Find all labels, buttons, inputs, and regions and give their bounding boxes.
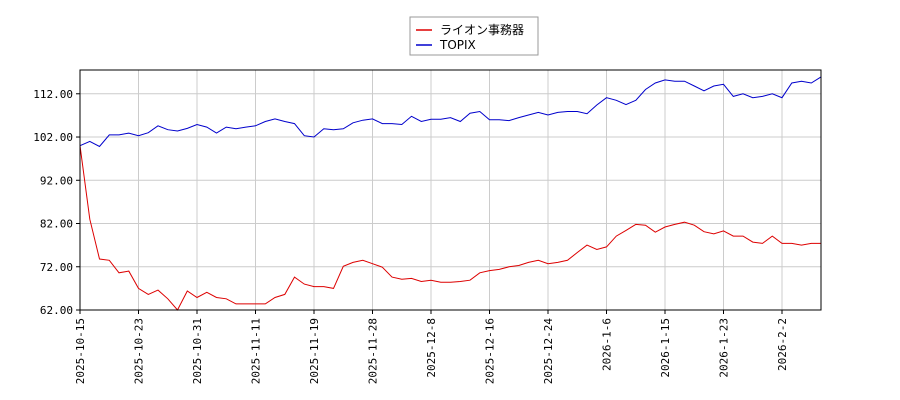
y-tick-label: 62.00 (40, 304, 73, 317)
x-tick-label: 2025-11-28 (367, 318, 380, 384)
x-tick-label: 2026-2-2 (776, 318, 789, 371)
series-line-2 (79, 76, 822, 148)
x-tick-label: 2025-10-31 (191, 318, 204, 384)
y-tick-label: 72.00 (40, 261, 73, 274)
x-tick-label: 2025-10-15 (74, 318, 87, 384)
y-tick-label: 92.00 (40, 174, 73, 187)
y-tick-label: 82.00 (40, 218, 73, 231)
x-tick-label: 2025-11-11 (250, 318, 263, 384)
legend: ライオン事務器 TOPIX (409, 16, 539, 56)
x-tick-label: 2026-1-23 (718, 318, 731, 378)
y-tick-label: 112.00 (33, 88, 73, 101)
series-line-1 (79, 145, 821, 311)
x-tick-label: 2026-1-6 (601, 318, 614, 371)
grid (79, 70, 821, 311)
x-tick-label: 2025-12-24 (542, 318, 555, 385)
plot-frame (79, 69, 822, 311)
x-tick-label: 2025-12-16 (484, 318, 497, 384)
x-tick-label: 2026-1-15 (659, 318, 672, 378)
x-tick-label: 2025-10-23 (133, 318, 146, 384)
y-tick-label: 102.00 (33, 131, 73, 144)
x-tick-label: 2025-11-19 (308, 318, 321, 384)
legend-label-series-1: ライオン事務器 (440, 23, 524, 37)
x-tick-label: 2025-12-8 (425, 318, 438, 378)
legend-box (409, 16, 539, 56)
axis-ticks: 62.00 72.00 82.00 92.00 102.00 112.00 2025-10-… (33, 88, 789, 384)
legend-label-series-2: TOPIX (439, 38, 476, 52)
series-lines (79, 76, 822, 311)
